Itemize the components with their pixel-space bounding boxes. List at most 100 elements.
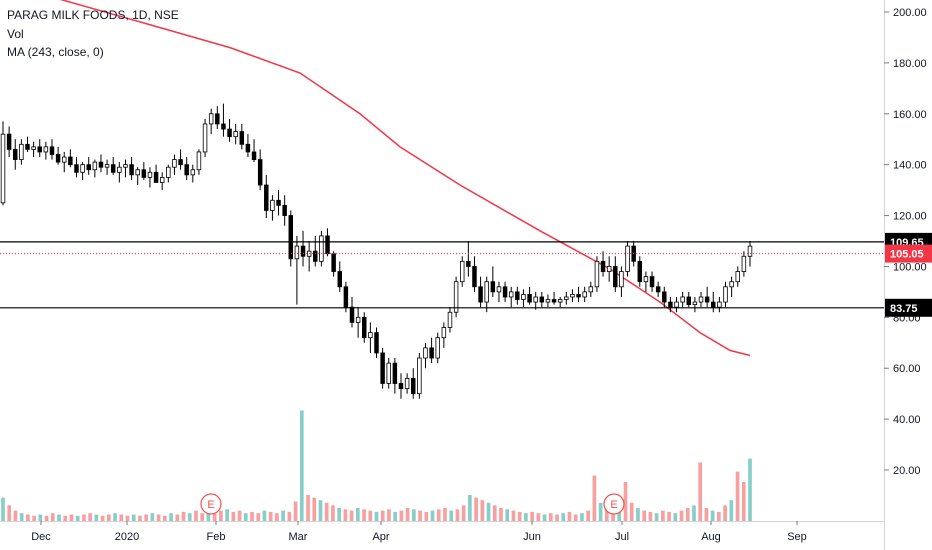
candle[interactable] — [349, 296, 355, 328]
candle[interactable] — [300, 230, 306, 267]
candle[interactable] — [453, 276, 459, 318]
candle[interactable] — [6, 126, 12, 158]
candle[interactable] — [68, 149, 73, 168]
candle[interactable] — [551, 291, 557, 305]
candle[interactable] — [417, 352, 422, 399]
candle[interactable] — [80, 162, 85, 180]
candle[interactable] — [270, 195, 275, 221]
candle[interactable] — [729, 276, 734, 297]
candle[interactable] — [398, 373, 404, 399]
candle[interactable] — [606, 256, 612, 282]
earnings-marker[interactable]: E — [200, 493, 222, 515]
candle[interactable] — [380, 347, 385, 389]
candle[interactable] — [741, 251, 747, 277]
candle[interactable] — [288, 210, 294, 267]
candle[interactable] — [319, 230, 324, 267]
candle[interactable] — [141, 162, 147, 180]
candle[interactable] — [704, 286, 710, 308]
candle[interactable] — [423, 342, 428, 369]
candle[interactable] — [404, 373, 410, 394]
candle[interactable] — [110, 157, 116, 175]
candle[interactable] — [147, 167, 153, 188]
candle[interactable] — [257, 149, 263, 191]
candle[interactable] — [435, 332, 440, 364]
candle[interactable] — [637, 256, 643, 287]
candle[interactable] — [466, 241, 471, 277]
candle[interactable] — [515, 286, 520, 305]
candle[interactable] — [643, 271, 649, 292]
candle[interactable] — [619, 266, 624, 297]
candle[interactable] — [564, 291, 569, 305]
candle[interactable] — [135, 167, 140, 186]
candle[interactable] — [159, 172, 165, 191]
candle[interactable] — [459, 256, 465, 287]
candle[interactable] — [576, 286, 581, 303]
candle[interactable] — [527, 286, 532, 305]
candle[interactable] — [178, 149, 183, 170]
candle[interactable] — [276, 190, 281, 216]
candle[interactable] — [429, 337, 434, 364]
candle[interactable] — [49, 139, 55, 160]
candle[interactable] — [208, 108, 214, 135]
candle[interactable] — [25, 136, 30, 152]
candle[interactable] — [362, 312, 367, 343]
candle[interactable] — [117, 162, 122, 183]
candle[interactable] — [613, 256, 618, 292]
candle[interactable] — [533, 291, 538, 310]
candle[interactable] — [594, 256, 600, 292]
candle[interactable] — [441, 322, 447, 348]
candle[interactable] — [374, 327, 379, 359]
candle[interactable] — [264, 174, 269, 219]
ma-line[interactable] — [0, 0, 751, 357]
candle[interactable] — [472, 256, 477, 292]
candle[interactable] — [98, 154, 104, 173]
candle[interactable] — [129, 157, 134, 180]
volume-indicator-label[interactable]: Vol — [7, 26, 24, 41]
candle[interactable] — [31, 141, 36, 158]
candle[interactable] — [61, 151, 67, 173]
symbol-title[interactable]: PARAG MILK FOODS, 1D, NSE — [7, 8, 179, 22]
candle[interactable] — [104, 159, 110, 175]
price-axis[interactable]: 200.00180.00160.00140.00120.00100.0080.0… — [884, 7, 927, 477]
candle[interactable] — [166, 164, 171, 183]
candle[interactable] — [717, 296, 722, 313]
candle[interactable] — [490, 266, 496, 297]
candle[interactable] — [588, 281, 594, 297]
candle[interactable] — [655, 281, 661, 297]
candle[interactable] — [251, 139, 257, 163]
candle[interactable] — [582, 286, 587, 303]
candle[interactable] — [600, 251, 606, 277]
candle[interactable] — [496, 281, 502, 303]
candle[interactable] — [368, 322, 373, 353]
candle[interactable] — [196, 149, 202, 175]
time-axis[interactable]: Dec 2020 Feb Mar Apr Jun Jul Aug Sep — [31, 521, 807, 543]
candle[interactable] — [184, 157, 189, 180]
candle[interactable] — [692, 296, 698, 313]
ma-indicator-label[interactable]: MA (243, close, 0) — [7, 45, 104, 59]
candle[interactable] — [625, 241, 630, 277]
earnings-marker[interactable]: E — [603, 493, 625, 515]
candle[interactable] — [239, 123, 245, 150]
candle[interactable] — [92, 159, 98, 178]
candle[interactable] — [680, 291, 685, 308]
candle[interactable] — [668, 296, 673, 313]
candle[interactable] — [545, 294, 551, 308]
candle[interactable] — [557, 296, 563, 308]
candle[interactable] — [123, 159, 128, 178]
candle[interactable] — [55, 146, 61, 165]
candle[interactable] — [508, 286, 514, 308]
candle[interactable] — [662, 286, 667, 308]
candle[interactable] — [392, 358, 398, 394]
candle[interactable] — [153, 164, 159, 183]
candle[interactable] — [447, 307, 453, 333]
candle[interactable] — [190, 164, 196, 183]
candle[interactable] — [502, 281, 508, 303]
candle[interactable] — [521, 289, 526, 308]
candle[interactable] — [698, 291, 704, 308]
candle[interactable] — [386, 358, 391, 389]
candle[interactable] — [570, 289, 575, 303]
candle[interactable] — [478, 276, 483, 308]
candle[interactable] — [282, 195, 287, 226]
candle[interactable] — [86, 157, 91, 175]
